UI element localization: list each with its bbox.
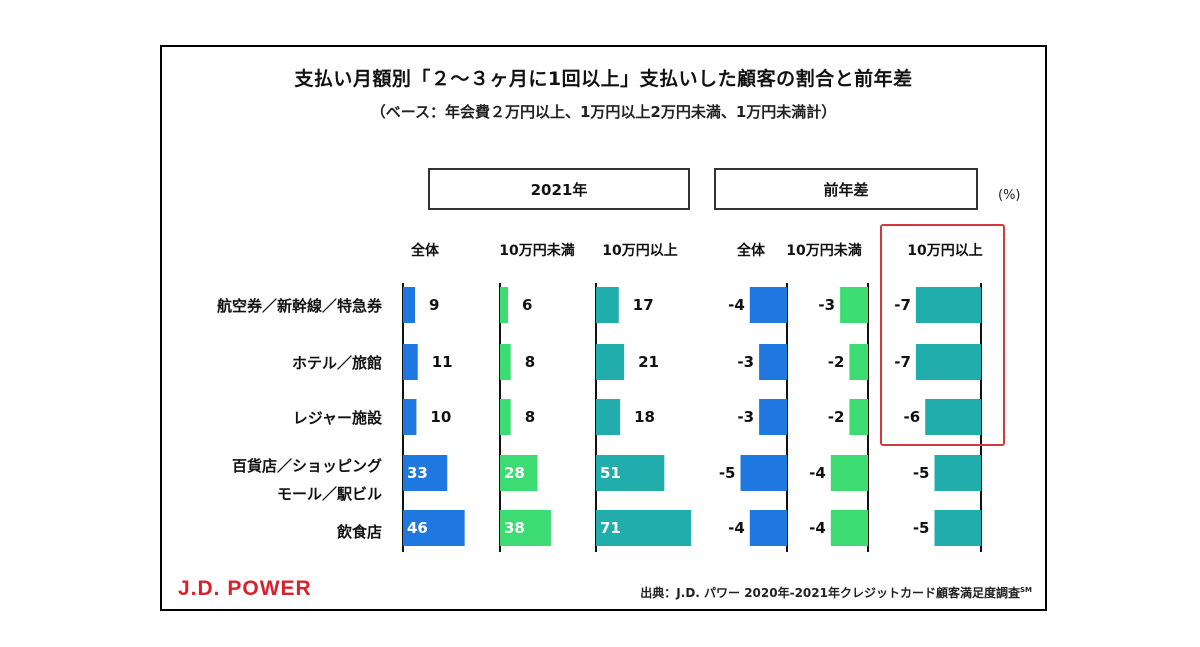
value-label-2021-over100k-2: 18: [634, 408, 655, 426]
value-label-diff-all-1: -3: [737, 353, 754, 371]
jd-power-logo: J.D. POWER: [178, 577, 312, 600]
unit-label: (%): [998, 188, 1021, 203]
bar-2021-over100k-0: [596, 287, 619, 323]
bar-2021-over100k-4: [596, 510, 692, 546]
value-label-2021-all-3: 33: [407, 464, 428, 482]
bar-diff-over100k-2: [925, 399, 981, 435]
value-label-2021-over100k-1: 21: [638, 353, 659, 371]
bar-diff-over100k-3: [934, 455, 981, 491]
bar-2021-under100k-1: [500, 344, 511, 380]
row-label-department-store: 百貨店／ショッピング モール／駅ビル: [231, 457, 382, 503]
value-label-diff-all-2: -3: [737, 408, 754, 426]
value-label-2021-under100k-1: 8: [525, 353, 535, 371]
value-label-2021-under100k-2: 8: [525, 408, 535, 426]
value-label-diff-all-4: -4: [728, 519, 745, 537]
bar-2021-all-1: [403, 344, 418, 380]
value-label-diff-all-0: -4: [728, 296, 745, 314]
value-label-2021-all-4: 46: [407, 519, 428, 537]
bar-diff-under100k-3: [830, 455, 868, 491]
col-header-2021-over100k: 10万円以上: [602, 243, 678, 259]
bar-2021-under100k-3: [500, 455, 538, 491]
bar-2021-under100k-0: [500, 287, 509, 323]
bar-diff-all-3: [740, 455, 787, 491]
bar-diff-over100k-1: [915, 344, 981, 380]
bar-2021-over100k-3: [596, 455, 665, 491]
col-header-diff-over100k: 10万円以上: [907, 243, 983, 259]
bar-diff-under100k-1: [849, 344, 868, 380]
value-label-diff-under100k-1: -2: [828, 353, 845, 371]
bar-2021-all-4: [403, 510, 465, 546]
group-header-2021: 2021年: [428, 168, 690, 210]
value-label-2021-under100k-4: 38: [504, 519, 525, 537]
value-label-diff-under100k-0: -3: [818, 296, 835, 314]
value-label-diff-over100k-1: -7: [894, 353, 911, 371]
value-label-diff-all-3: -5: [719, 464, 736, 482]
bar-2021-all-3: [403, 455, 448, 491]
bar-2021-under100k-2: [500, 399, 511, 435]
bar-2021-under100k-4: [500, 510, 551, 546]
chart-subtitle: （ベース：年会費２万円以上、1万円以上2万円未満、1万円未満計）: [370, 103, 837, 121]
value-label-diff-under100k-3: -4: [809, 464, 826, 482]
bar-2021-over100k-2: [596, 399, 621, 435]
bar-diff-over100k-0: [915, 287, 981, 323]
highlight-box: [880, 224, 1005, 446]
bar-diff-all-0: [749, 287, 787, 323]
col-header-diff-under100k: 10万円未満: [786, 243, 862, 259]
col-header-2021-under100k: 10万円未満: [499, 243, 575, 259]
value-label-diff-under100k-2: -2: [828, 408, 845, 426]
bar-2021-all-2: [403, 399, 417, 435]
bar-diff-all-4: [749, 510, 787, 546]
chart-title: 支払い月額別「２～３ヶ月に1回以上」支払いした顧客の割合と前年差: [294, 68, 913, 90]
value-label-diff-over100k-4: -5: [913, 519, 930, 537]
value-label-diff-over100k-0: -7: [894, 296, 911, 314]
bar-diff-over100k-4: [934, 510, 981, 546]
value-label-2021-over100k-0: 17: [633, 296, 654, 314]
bar-diff-under100k-4: [830, 510, 868, 546]
value-label-2021-all-0: 9: [429, 296, 439, 314]
bar-2021-all-0: [403, 287, 416, 323]
value-label-2021-all-2: 10: [430, 408, 451, 426]
value-label-diff-under100k-4: -4: [809, 519, 826, 537]
row-label-restaurant: 飲食店: [336, 523, 382, 541]
bar-2021-over100k-1: [596, 344, 625, 380]
value-label-2021-all-1: 11: [432, 353, 453, 371]
group-header-diff: 前年差: [714, 168, 978, 210]
value-label-2021-under100k-0: 6: [522, 296, 532, 314]
col-header-diff-all: 全体: [737, 243, 765, 259]
bar-diff-all-1: [759, 344, 787, 380]
bar-diff-under100k-2: [849, 399, 868, 435]
value-label-2021-over100k-3: 51: [600, 464, 621, 482]
row-label-hotel: ホテル／旅館: [291, 354, 382, 372]
value-label-2021-over100k-4: 71: [600, 519, 621, 537]
bar-diff-all-2: [759, 399, 787, 435]
value-label-2021-under100k-3: 28: [504, 464, 525, 482]
col-header-2021-all: 全体: [411, 243, 439, 259]
source-note: 出典：J.D. パワー 2020年-2021年クレジットカード顧客満足度調査SM: [640, 586, 1032, 600]
value-label-diff-over100k-2: -6: [904, 408, 921, 426]
row-label-leisure: レジャー施設: [292, 409, 382, 427]
row-label-flight: 航空券／新幹線／特急券: [216, 297, 382, 315]
value-label-diff-over100k-3: -5: [913, 464, 930, 482]
bar-diff-under100k-0: [840, 287, 868, 323]
